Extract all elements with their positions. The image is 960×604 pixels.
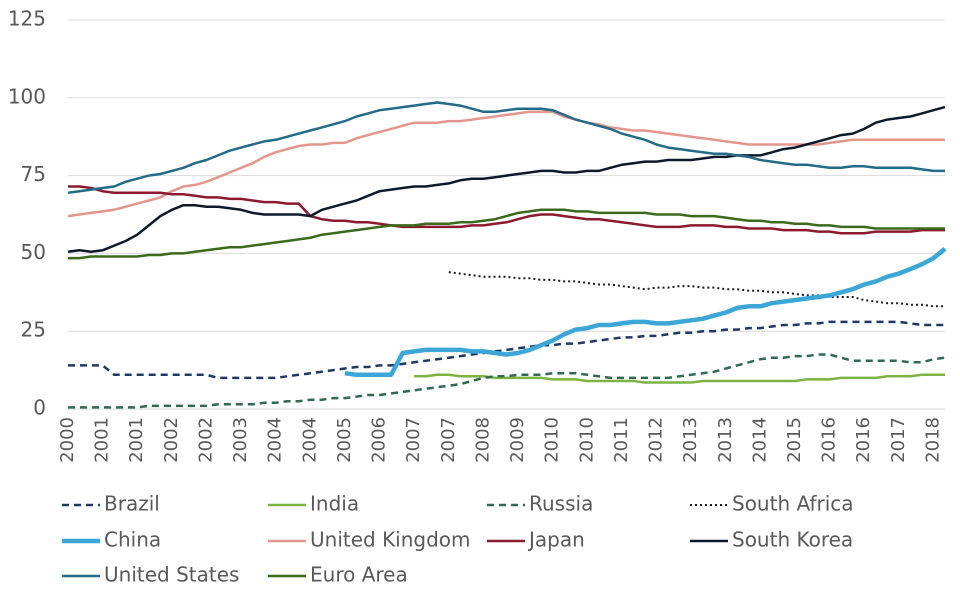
x-tick-label: 2005 xyxy=(334,417,355,463)
legend-label: United States xyxy=(104,563,239,587)
legend-label: China xyxy=(104,528,161,552)
x-tick-label: 2007 xyxy=(438,417,459,463)
x-tick-label: 2003 xyxy=(230,417,251,463)
x-tick-label: 2016 xyxy=(819,417,840,463)
series-line xyxy=(67,110,945,218)
legend-label: South Korea xyxy=(732,528,853,552)
x-tick-label: 2010 xyxy=(576,417,597,463)
y-tick-label: 50 xyxy=(21,240,46,264)
x-tick-label: 2001 xyxy=(126,417,147,463)
legend-item: Japan xyxy=(487,528,585,552)
x-tick-label: 2002 xyxy=(195,417,216,463)
legend-label: South Africa xyxy=(732,492,854,516)
legend-item: Brazil xyxy=(62,492,160,516)
y-tick-label: 100 xyxy=(8,84,46,108)
x-tick-label: 2000 xyxy=(57,417,78,463)
series-line xyxy=(68,353,946,409)
x-tick-label: 2009 xyxy=(507,417,528,463)
legend-item: Euro Area xyxy=(268,563,408,587)
x-tick-label: 2004 xyxy=(265,417,286,463)
legend-label: India xyxy=(310,492,359,516)
y-tick-label: 125 xyxy=(8,7,46,31)
legend-item: United States xyxy=(62,563,239,587)
series-line xyxy=(68,320,945,380)
x-tick-label: 2010 xyxy=(542,417,563,463)
x-tick-label: 2012 xyxy=(646,417,667,463)
series-line xyxy=(67,101,945,194)
series-line xyxy=(344,246,947,378)
x-tick-label: 2002 xyxy=(161,417,182,463)
x-tick-label: 2016 xyxy=(853,417,874,463)
x-tick-label: 2007 xyxy=(403,417,424,463)
y-tick-label: 25 xyxy=(21,318,46,342)
legend-label: Russia xyxy=(529,492,593,516)
x-tick-label: 2014 xyxy=(749,417,770,463)
x-tick-label: 2013 xyxy=(715,417,736,463)
y-tick-label: 0 xyxy=(33,396,46,420)
legend-label: United Kingdom xyxy=(310,528,471,552)
series-line xyxy=(414,373,945,384)
legend-label: Brazil xyxy=(104,492,160,516)
legend-item: China xyxy=(62,528,161,552)
legend-item: Russia xyxy=(487,492,593,516)
x-tick-label: 2008 xyxy=(472,417,493,463)
x-tick-label: 2006 xyxy=(369,417,390,463)
legend-item: United Kingdom xyxy=(268,528,471,552)
y-tick-label: 75 xyxy=(21,162,46,186)
x-tick-label: 2004 xyxy=(299,417,320,463)
series-line xyxy=(68,185,945,235)
x-tick-label: 2001 xyxy=(92,417,113,463)
legend-item: India xyxy=(268,492,359,516)
legend-item: South Korea xyxy=(690,528,853,552)
x-tick-label: 2017 xyxy=(888,417,909,463)
series-line xyxy=(67,105,946,254)
x-tick-label: 2013 xyxy=(680,417,701,463)
legend-label: Euro Area xyxy=(310,563,408,587)
series-line xyxy=(68,208,945,260)
x-tick-label: 2018 xyxy=(922,417,943,463)
series-line xyxy=(448,271,945,308)
x-tick-label: 2015 xyxy=(784,417,805,463)
legend-item: South Africa xyxy=(690,492,854,516)
x-tick-label: 2011 xyxy=(611,417,632,463)
legend-label: Japan xyxy=(527,528,585,552)
